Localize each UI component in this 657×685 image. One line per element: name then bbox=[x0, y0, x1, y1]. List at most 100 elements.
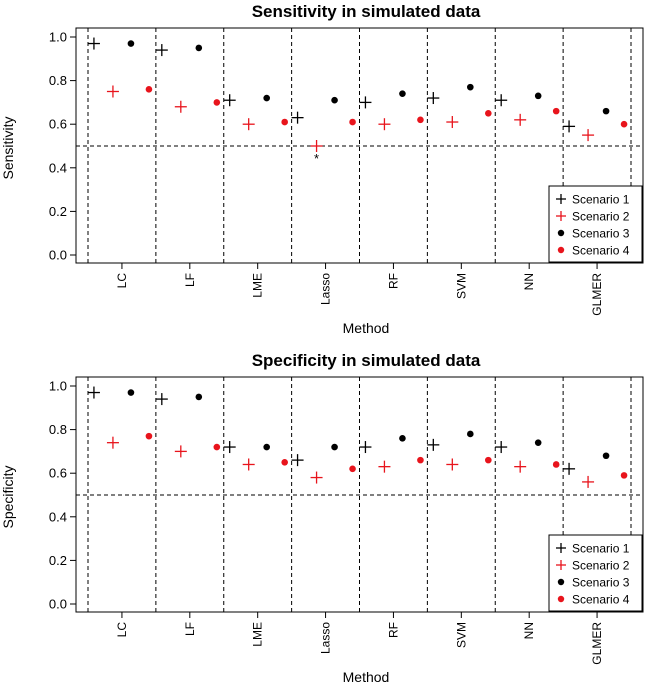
specificity-point-s2-lasso bbox=[310, 471, 323, 484]
specificity-y-tick-label: 0.8 bbox=[49, 422, 67, 437]
specificity-legend-key-s2 bbox=[556, 560, 566, 570]
specificity-point-s4-lc bbox=[145, 432, 153, 440]
specificity-x-tick-label-lf: LF bbox=[183, 622, 197, 636]
sensitivity-point-s3-lme bbox=[263, 94, 270, 102]
sensitivity-x-tick-label-nn: NN bbox=[522, 273, 536, 290]
specificity-y-tick-label: 0.6 bbox=[49, 466, 67, 481]
sensitivity-point-s4-lc bbox=[145, 86, 153, 93]
sensitivity-point-s1-lc bbox=[87, 37, 100, 50]
sensitivity-legend-label-s2: Scenario 2 bbox=[572, 209, 630, 223]
specificity-point-s1-lme bbox=[223, 441, 236, 454]
specificity-legend-key-s4 bbox=[557, 595, 565, 603]
specificity-legend-label-s3: Scenario 3 bbox=[572, 575, 630, 589]
specificity-x-tick-label-lasso: Lasso bbox=[319, 622, 333, 654]
sensitivity-point-s1-glmer bbox=[563, 120, 576, 133]
specificity-point-s1-rf bbox=[359, 441, 372, 454]
sensitivity-x-axis-label: Method bbox=[343, 320, 390, 336]
specificity-point-s3-lc bbox=[127, 389, 135, 396]
sensitivity-point-s2-lf bbox=[174, 100, 187, 113]
sensitivity-x-tick-label-glmer: GLMER bbox=[590, 273, 604, 316]
specificity-point-s4-nn bbox=[552, 461, 560, 468]
sensitivity-point-s2-nn bbox=[514, 113, 527, 126]
specificity-point-s3-svm bbox=[467, 430, 474, 438]
specificity-x-tick-label-nn: NN bbox=[522, 622, 536, 639]
sensitivity-point-s4-lme bbox=[281, 118, 288, 126]
sensitivity-point-s4-lasso bbox=[349, 118, 356, 126]
specificity-point-s3-rf bbox=[399, 435, 406, 442]
specificity-point-s4-lme bbox=[281, 459, 288, 466]
sensitivity-point-s4-lf bbox=[213, 99, 221, 106]
specificity-point-s3-lme bbox=[263, 443, 270, 451]
specificity-point-s1-lasso bbox=[291, 454, 304, 467]
specificity-point-s1-nn bbox=[495, 441, 508, 454]
specificity-point-s4-lf bbox=[213, 443, 221, 451]
sensitivity-y-tick-label: 0.2 bbox=[49, 204, 67, 219]
sensitivity-point-s2-rf bbox=[378, 118, 391, 131]
sensitivity-point-s3-rf bbox=[399, 90, 406, 97]
specificity-y-tick-label: 1.0 bbox=[49, 379, 67, 394]
specificity-point-s2-rf bbox=[378, 460, 391, 473]
sensitivity-x-tick-label-rf: RF bbox=[386, 273, 400, 289]
specificity-point-s1-lf bbox=[155, 393, 168, 406]
sensitivity-y-tick-label: 0.6 bbox=[49, 117, 67, 132]
sensitivity-legend-key-s1 bbox=[556, 194, 566, 204]
specificity-legend-key-s1 bbox=[556, 543, 566, 553]
sensitivity-point-s1-rf bbox=[359, 96, 372, 109]
specificity-x-tick-label-lme: LME bbox=[251, 622, 265, 647]
sensitivity-significance-annotation: * bbox=[314, 151, 319, 166]
sensitivity-point-s3-lasso bbox=[331, 96, 338, 104]
specificity-x-tick-label-rf: RF bbox=[386, 622, 400, 638]
specificity-legend-label-s1: Scenario 1 bbox=[572, 541, 630, 555]
sensitivity-legend-key-s2 bbox=[556, 211, 566, 221]
specificity-point-s4-glmer bbox=[620, 472, 628, 479]
sensitivity-title: Sensitivity in simulated data bbox=[252, 2, 481, 21]
sensitivity-point-s4-rf bbox=[417, 116, 424, 124]
sensitivity-legend-key-s3 bbox=[557, 229, 565, 237]
specificity-point-s3-lasso bbox=[331, 443, 338, 451]
sensitivity-point-s3-svm bbox=[467, 83, 474, 91]
sensitivity-point-s1-nn bbox=[495, 94, 508, 107]
specificity-y-tick-label: 0.4 bbox=[49, 509, 67, 524]
specificity-y-axis-label: Specificity bbox=[0, 465, 16, 528]
sensitivity-point-s2-lasso bbox=[310, 140, 323, 152]
sensitivity-x-tick-label-lme: LME bbox=[251, 273, 265, 298]
sensitivity-x-tick-label-lf: LF bbox=[183, 273, 197, 287]
specificity-point-s2-lme bbox=[242, 458, 255, 471]
specificity-point-s2-lc bbox=[106, 436, 119, 449]
specificity-point-s1-glmer bbox=[563, 462, 576, 475]
sensitivity-point-s3-glmer bbox=[602, 107, 610, 115]
specificity-point-s4-lasso bbox=[349, 465, 356, 473]
specificity-legend-key-s3 bbox=[557, 578, 565, 586]
specificity-legend-label-s4: Scenario 4 bbox=[572, 592, 630, 606]
specificity-point-s3-lf bbox=[195, 393, 203, 401]
sensitivity-y-tick-label: 0.0 bbox=[49, 248, 67, 263]
sensitivity-point-s1-lme bbox=[223, 94, 236, 107]
sensitivity-point-s1-svm bbox=[427, 92, 440, 105]
specificity-point-s1-svm bbox=[427, 438, 440, 451]
specificity-y-tick-label: 0.0 bbox=[49, 597, 67, 612]
specificity-panel: Specificity in simulated data Method Spe… bbox=[0, 351, 644, 685]
specificity-point-s2-glmer bbox=[582, 475, 595, 488]
sensitivity-point-s4-svm bbox=[485, 110, 492, 117]
specificity-point-s4-rf bbox=[417, 456, 424, 464]
sensitivity-y-tick-label: 0.4 bbox=[49, 160, 67, 175]
specificity-x-tick-label-glmer: GLMER bbox=[590, 622, 604, 665]
sensitivity-point-s4-glmer bbox=[620, 120, 628, 128]
specificity-title: Specificity in simulated data bbox=[252, 351, 481, 370]
specificity-point-s2-nn bbox=[514, 460, 527, 473]
sensitivity-legend: Scenario 1 Scenario 2 Scenario 3 Scenario 4 bbox=[548, 185, 643, 263]
specificity-legend: Scenario 1 Scenario 2 Scenario 3 Scenario 4 bbox=[548, 534, 643, 612]
sensitivity-point-s3-lc bbox=[127, 40, 135, 47]
sensitivity-point-s4-nn bbox=[552, 107, 560, 115]
specificity-x-tick-label-lc: LC bbox=[115, 622, 129, 638]
specificity-point-s4-svm bbox=[485, 456, 492, 464]
sensitivity-point-s1-lf bbox=[155, 44, 168, 57]
sensitivity-x-tick-label-lc: LC bbox=[115, 273, 129, 289]
sensitivity-legend-key-s4 bbox=[557, 246, 565, 254]
sensitivity-point-s2-lme bbox=[242, 118, 255, 131]
specificity-point-s1-lc bbox=[87, 386, 100, 399]
sensitivity-legend-label-s4: Scenario 4 bbox=[572, 243, 630, 257]
sensitivity-y-tick-label: 1.0 bbox=[49, 30, 67, 45]
sensitivity-legend-label-s1: Scenario 1 bbox=[572, 192, 630, 206]
